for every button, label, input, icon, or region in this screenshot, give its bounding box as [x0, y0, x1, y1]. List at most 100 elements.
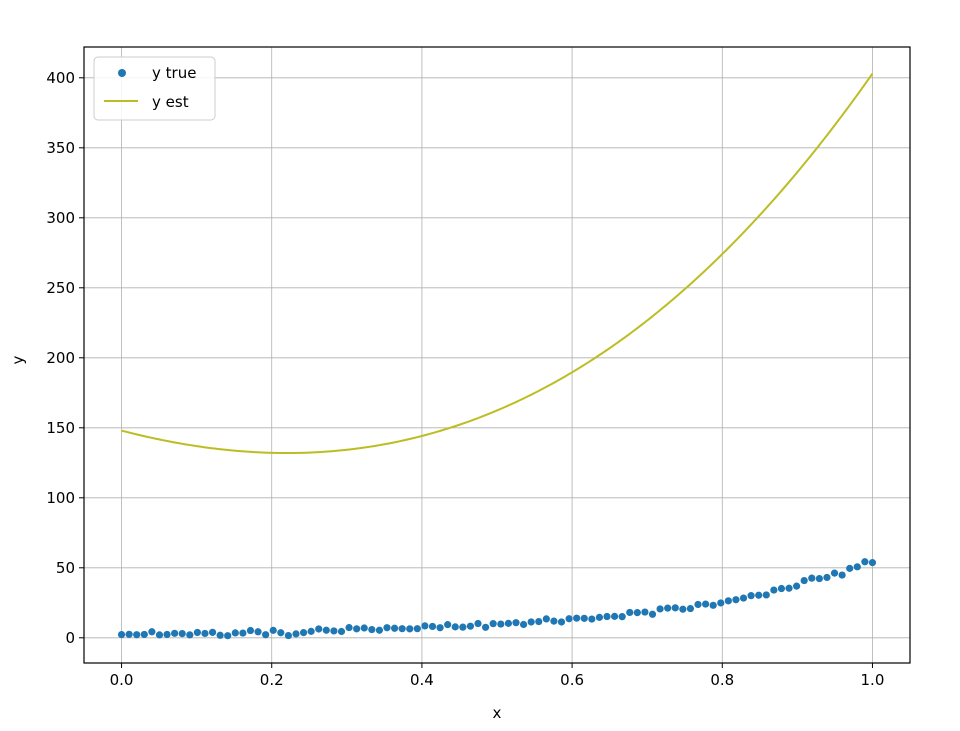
- x-tick-label: 1.0: [861, 671, 885, 689]
- data-point-y-true: [793, 582, 801, 590]
- data-point-y-true: [413, 625, 421, 633]
- data-point-y-true: [853, 563, 861, 571]
- y-tick-label: 300: [46, 209, 75, 227]
- data-point-y-true: [133, 631, 141, 639]
- data-point-y-true: [178, 630, 186, 638]
- data-point-y-true: [201, 629, 209, 638]
- data-point-y-true: [800, 576, 808, 585]
- data-point-y-true: [618, 613, 626, 621]
- data-point-y-true: [466, 622, 475, 630]
- data-point-y-true: [406, 625, 414, 633]
- data-point-y-true: [421, 622, 429, 630]
- data-point-y-true: [846, 564, 854, 572]
- data-point-y-true: [542, 615, 550, 623]
- data-point-y-true: [375, 626, 384, 634]
- data-point-y-true: [868, 559, 877, 567]
- data-point-y-true: [580, 614, 588, 622]
- data-point-y-true: [762, 591, 770, 599]
- data-point-y-true: [186, 631, 194, 639]
- data-point-y-true: [292, 630, 300, 638]
- data-point-y-true: [755, 591, 763, 599]
- data-point-y-true: [626, 608, 634, 617]
- data-point-y-true: [444, 621, 452, 629]
- data-point-y-true: [345, 623, 353, 632]
- data-point-y-true: [550, 617, 558, 625]
- y-tick-label: 200: [46, 349, 75, 367]
- data-point-y-true: [451, 623, 459, 631]
- data-point-y-true: [535, 617, 543, 626]
- data-point-y-true: [610, 612, 619, 620]
- x-tick-label: 0.4: [410, 671, 434, 689]
- data-point-y-true: [830, 569, 839, 577]
- data-point-y-true: [815, 574, 823, 583]
- data-point-y-true: [360, 624, 368, 632]
- data-point-y-true: [633, 609, 641, 617]
- legend-label-y-true: y true: [152, 64, 196, 82]
- data-point-y-true: [648, 610, 657, 618]
- data-point-y-true: [307, 627, 315, 635]
- data-point-y-true: [724, 597, 732, 605]
- data-point-y-true: [777, 584, 786, 593]
- data-point-y-true: [148, 628, 156, 636]
- data-point-y-true: [671, 604, 679, 612]
- data-point-y-true: [557, 618, 566, 626]
- data-point-y-true: [239, 629, 247, 637]
- data-point-y-true: [694, 600, 702, 609]
- data-point-y-true: [588, 615, 596, 623]
- data-point-y-true: [823, 573, 831, 582]
- data-point-y-true: [330, 627, 338, 635]
- series-line-y-est: [121, 73, 874, 455]
- y-tick-label: 50: [56, 559, 75, 577]
- data-point-y-true: [459, 623, 467, 631]
- data-point-y-true: [269, 626, 277, 634]
- data-point-y-true: [171, 629, 179, 637]
- data-point-y-true: [254, 628, 262, 636]
- data-point-y-true: [664, 604, 672, 612]
- x-tick-label: 0.2: [260, 671, 284, 689]
- data-point-y-true: [565, 615, 573, 623]
- data-point-y-true: [702, 600, 710, 608]
- data-point-y-true: [656, 605, 664, 613]
- data-point-y-true: [709, 601, 717, 609]
- x-tick-label: 0.6: [560, 671, 584, 689]
- data-point-y-true: [117, 630, 126, 639]
- data-point-y-true: [140, 630, 148, 639]
- y-tick-label: 0: [65, 629, 75, 647]
- data-point-y-true: [512, 619, 520, 627]
- data-point-y-true: [436, 624, 444, 632]
- data-point-y-true: [641, 608, 649, 616]
- data-point-y-true: [163, 630, 171, 639]
- data-point-y-true: [595, 613, 604, 621]
- y-tick-label: 400: [46, 69, 75, 87]
- data-point-y-true: [231, 629, 239, 637]
- data-point-y-true: [474, 619, 482, 628]
- data-point-y-true: [732, 596, 740, 604]
- legend: y true y est: [93, 56, 216, 121]
- data-point-y-true: [383, 624, 391, 632]
- ticks: 0.0 0.2 0.4 0.6 0.8 1.0 0 50 100 150 200 250 300 350 4…: [46, 69, 884, 689]
- data-point-y-true: [717, 599, 725, 607]
- data-point-y-true: [861, 558, 869, 566]
- data-point-y-true: [390, 624, 399, 632]
- data-point-y-true: [322, 626, 330, 634]
- data-point-y-true: [785, 584, 793, 592]
- data-point-y-true: [770, 586, 778, 594]
- data-point-y-true: [216, 631, 224, 639]
- data-point-y-true: [603, 612, 611, 621]
- data-point-y-true: [679, 605, 687, 613]
- data-point-y-true: [284, 631, 292, 640]
- data-point-y-true: [208, 628, 217, 636]
- data-point-y-true: [489, 620, 497, 628]
- data-point-y-true: [315, 625, 323, 633]
- data-point-y-true: [125, 630, 133, 638]
- plot-frame: [83, 46, 911, 664]
- x-tick-label: 0.0: [110, 671, 134, 689]
- data-point-y-true: [573, 614, 581, 622]
- data-point-y-true: [246, 626, 255, 635]
- data-point-y-true: [368, 625, 376, 634]
- data-point-y-true: [686, 604, 695, 613]
- legend-marker-y-true: [118, 69, 126, 77]
- data-point-y-true: [527, 618, 535, 626]
